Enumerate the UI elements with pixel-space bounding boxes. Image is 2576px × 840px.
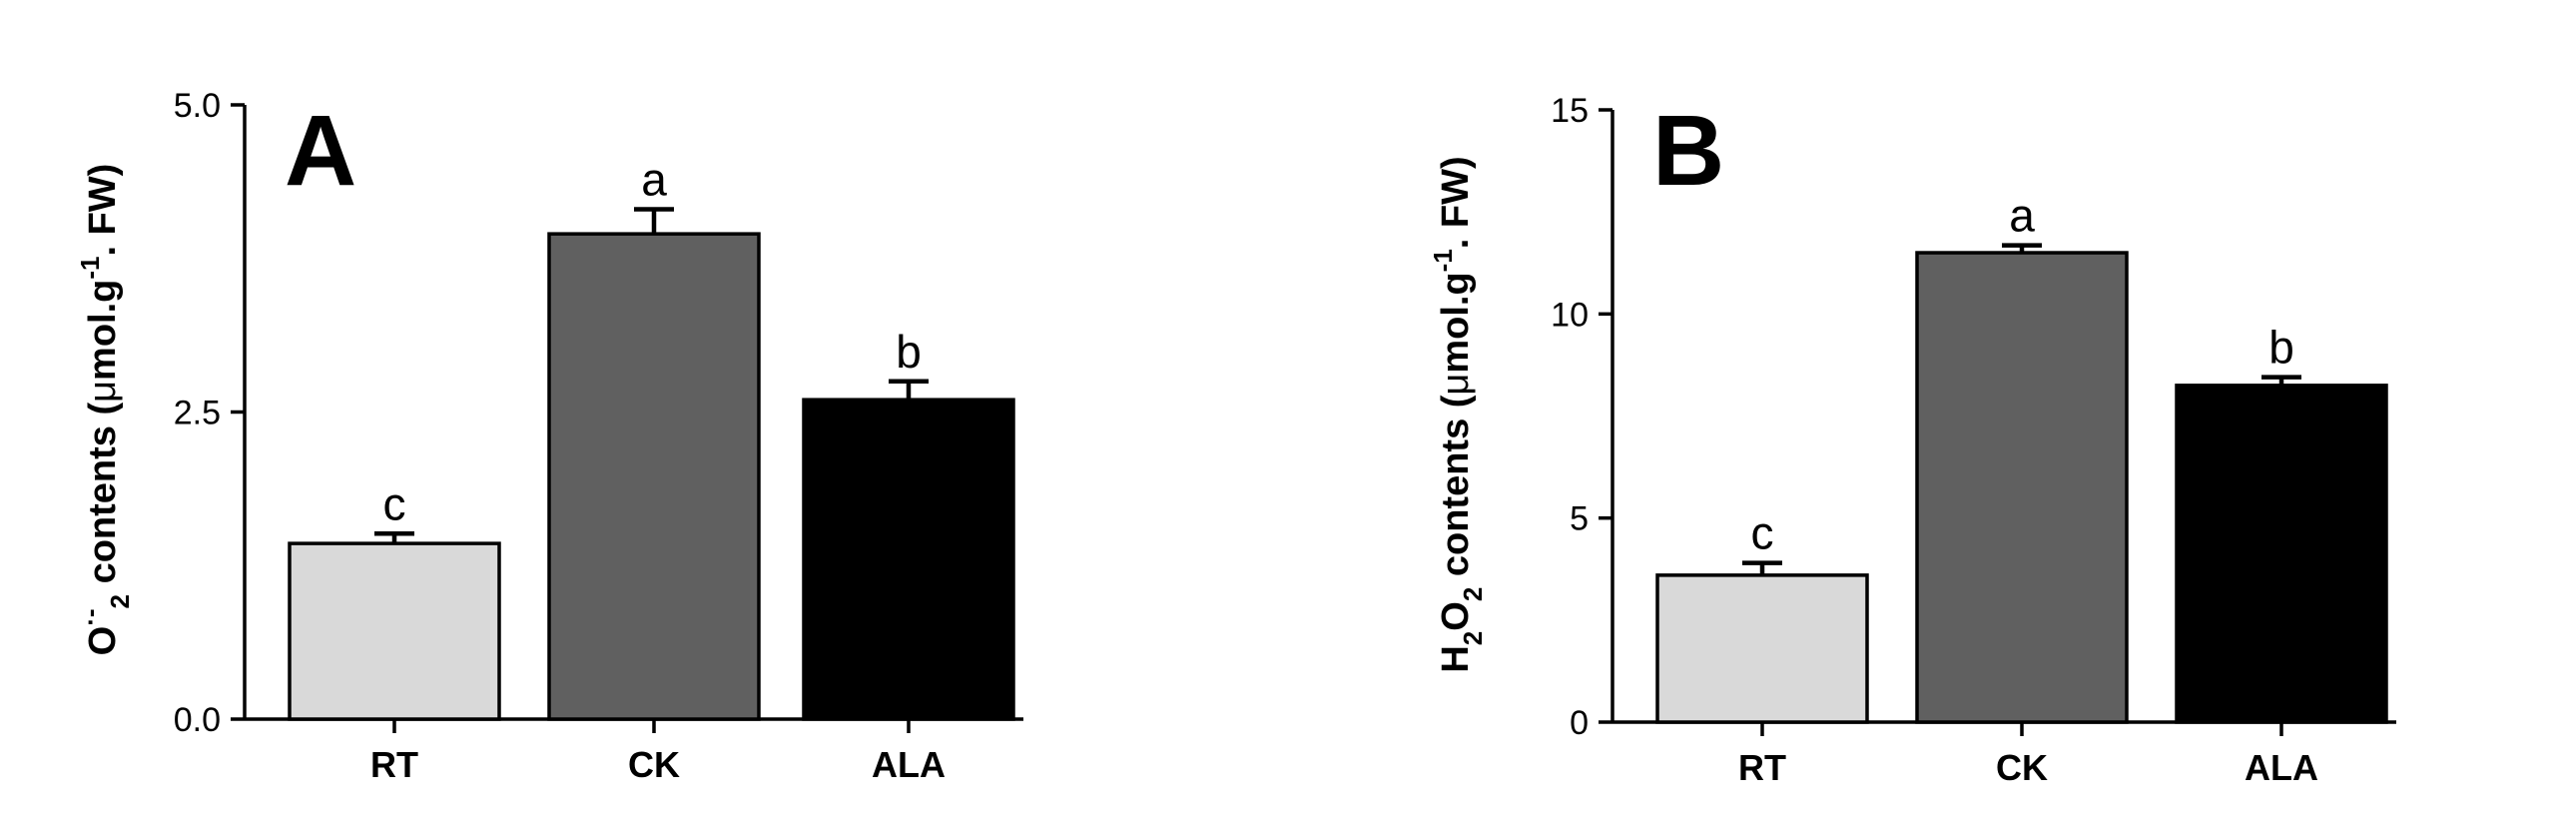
panel-b-x-tick-label: CK	[1996, 747, 2048, 788]
panel-a: A O·-2 contents (μmol.g-1. FW) 0.0 2.5 5.0…	[75, 87, 1023, 785]
panel-a-bar-ck	[547, 232, 761, 721]
panel-b-y-tick-label: 10	[1551, 296, 1589, 334]
panel-a-letter: A	[285, 95, 356, 207]
panel-b-marks: 0 5 10 15 c RT a CK b ALA	[1551, 92, 2396, 788]
panel-b-y-tick-label: 15	[1551, 92, 1589, 130]
panel-a-y-axis-label: O·-2 contents (μmol.g-1. FW)	[75, 164, 135, 656]
panel-b-bar-ck	[1915, 251, 2129, 724]
panel-a-bar-ala	[802, 398, 1015, 721]
panel-b-bar-rt	[1655, 573, 1869, 724]
panel-b-bar-ala	[2175, 384, 2388, 724]
panel-a-significance-ck: a	[641, 154, 667, 206]
panel-a-marks: 0.0 2.5 5.0 c RT a CK b ALA	[174, 87, 1023, 785]
panel-a-significance-ala: b	[896, 326, 922, 378]
panel-a-y-tick-label: 5.0	[174, 87, 221, 125]
panel-b-letter: B	[1652, 95, 1724, 207]
panel-a-significance-rt: c	[383, 477, 406, 529]
panel-b-error-bar-ala	[2261, 375, 2301, 386]
panel-a-y-tick-label: 0.0	[174, 701, 221, 739]
panel-b-significance-rt: c	[1751, 507, 1774, 559]
panel-a-bar-rt	[288, 541, 501, 721]
panel-a-error-bar-ck	[634, 207, 674, 235]
panel-b-error-bar-rt	[1742, 560, 1782, 575]
panel-a-y-tick-label: 2.5	[174, 395, 221, 432]
panel-a-x-tick-label: RT	[370, 744, 418, 785]
panel-b: B H2O2 contents (μmol.g-1. FW) 0 5 10 15 c RT…	[1428, 92, 2396, 788]
panel-b-y-tick-label: 5	[1570, 500, 1589, 538]
panel-b-error-bar-ck	[2002, 243, 2042, 254]
panel-a-x-tick-label: CK	[628, 744, 680, 785]
panel-b-y-tick-label: 0	[1570, 704, 1589, 742]
panel-b-significance-ala: b	[2268, 322, 2294, 374]
panel-a-error-bar-ala	[889, 379, 929, 401]
panel-b-significance-ck: a	[2009, 190, 2035, 242]
panel-b-y-axis-label: H2O2 contents (μmol.g-1. FW)	[1428, 156, 1488, 672]
panel-b-x-tick-label: ALA	[2245, 747, 2318, 788]
panel-b-x-tick-label: RT	[1738, 747, 1786, 788]
panel-a-error-bar-rt	[374, 531, 414, 544]
panel-a-x-tick-label: ALA	[872, 744, 946, 785]
